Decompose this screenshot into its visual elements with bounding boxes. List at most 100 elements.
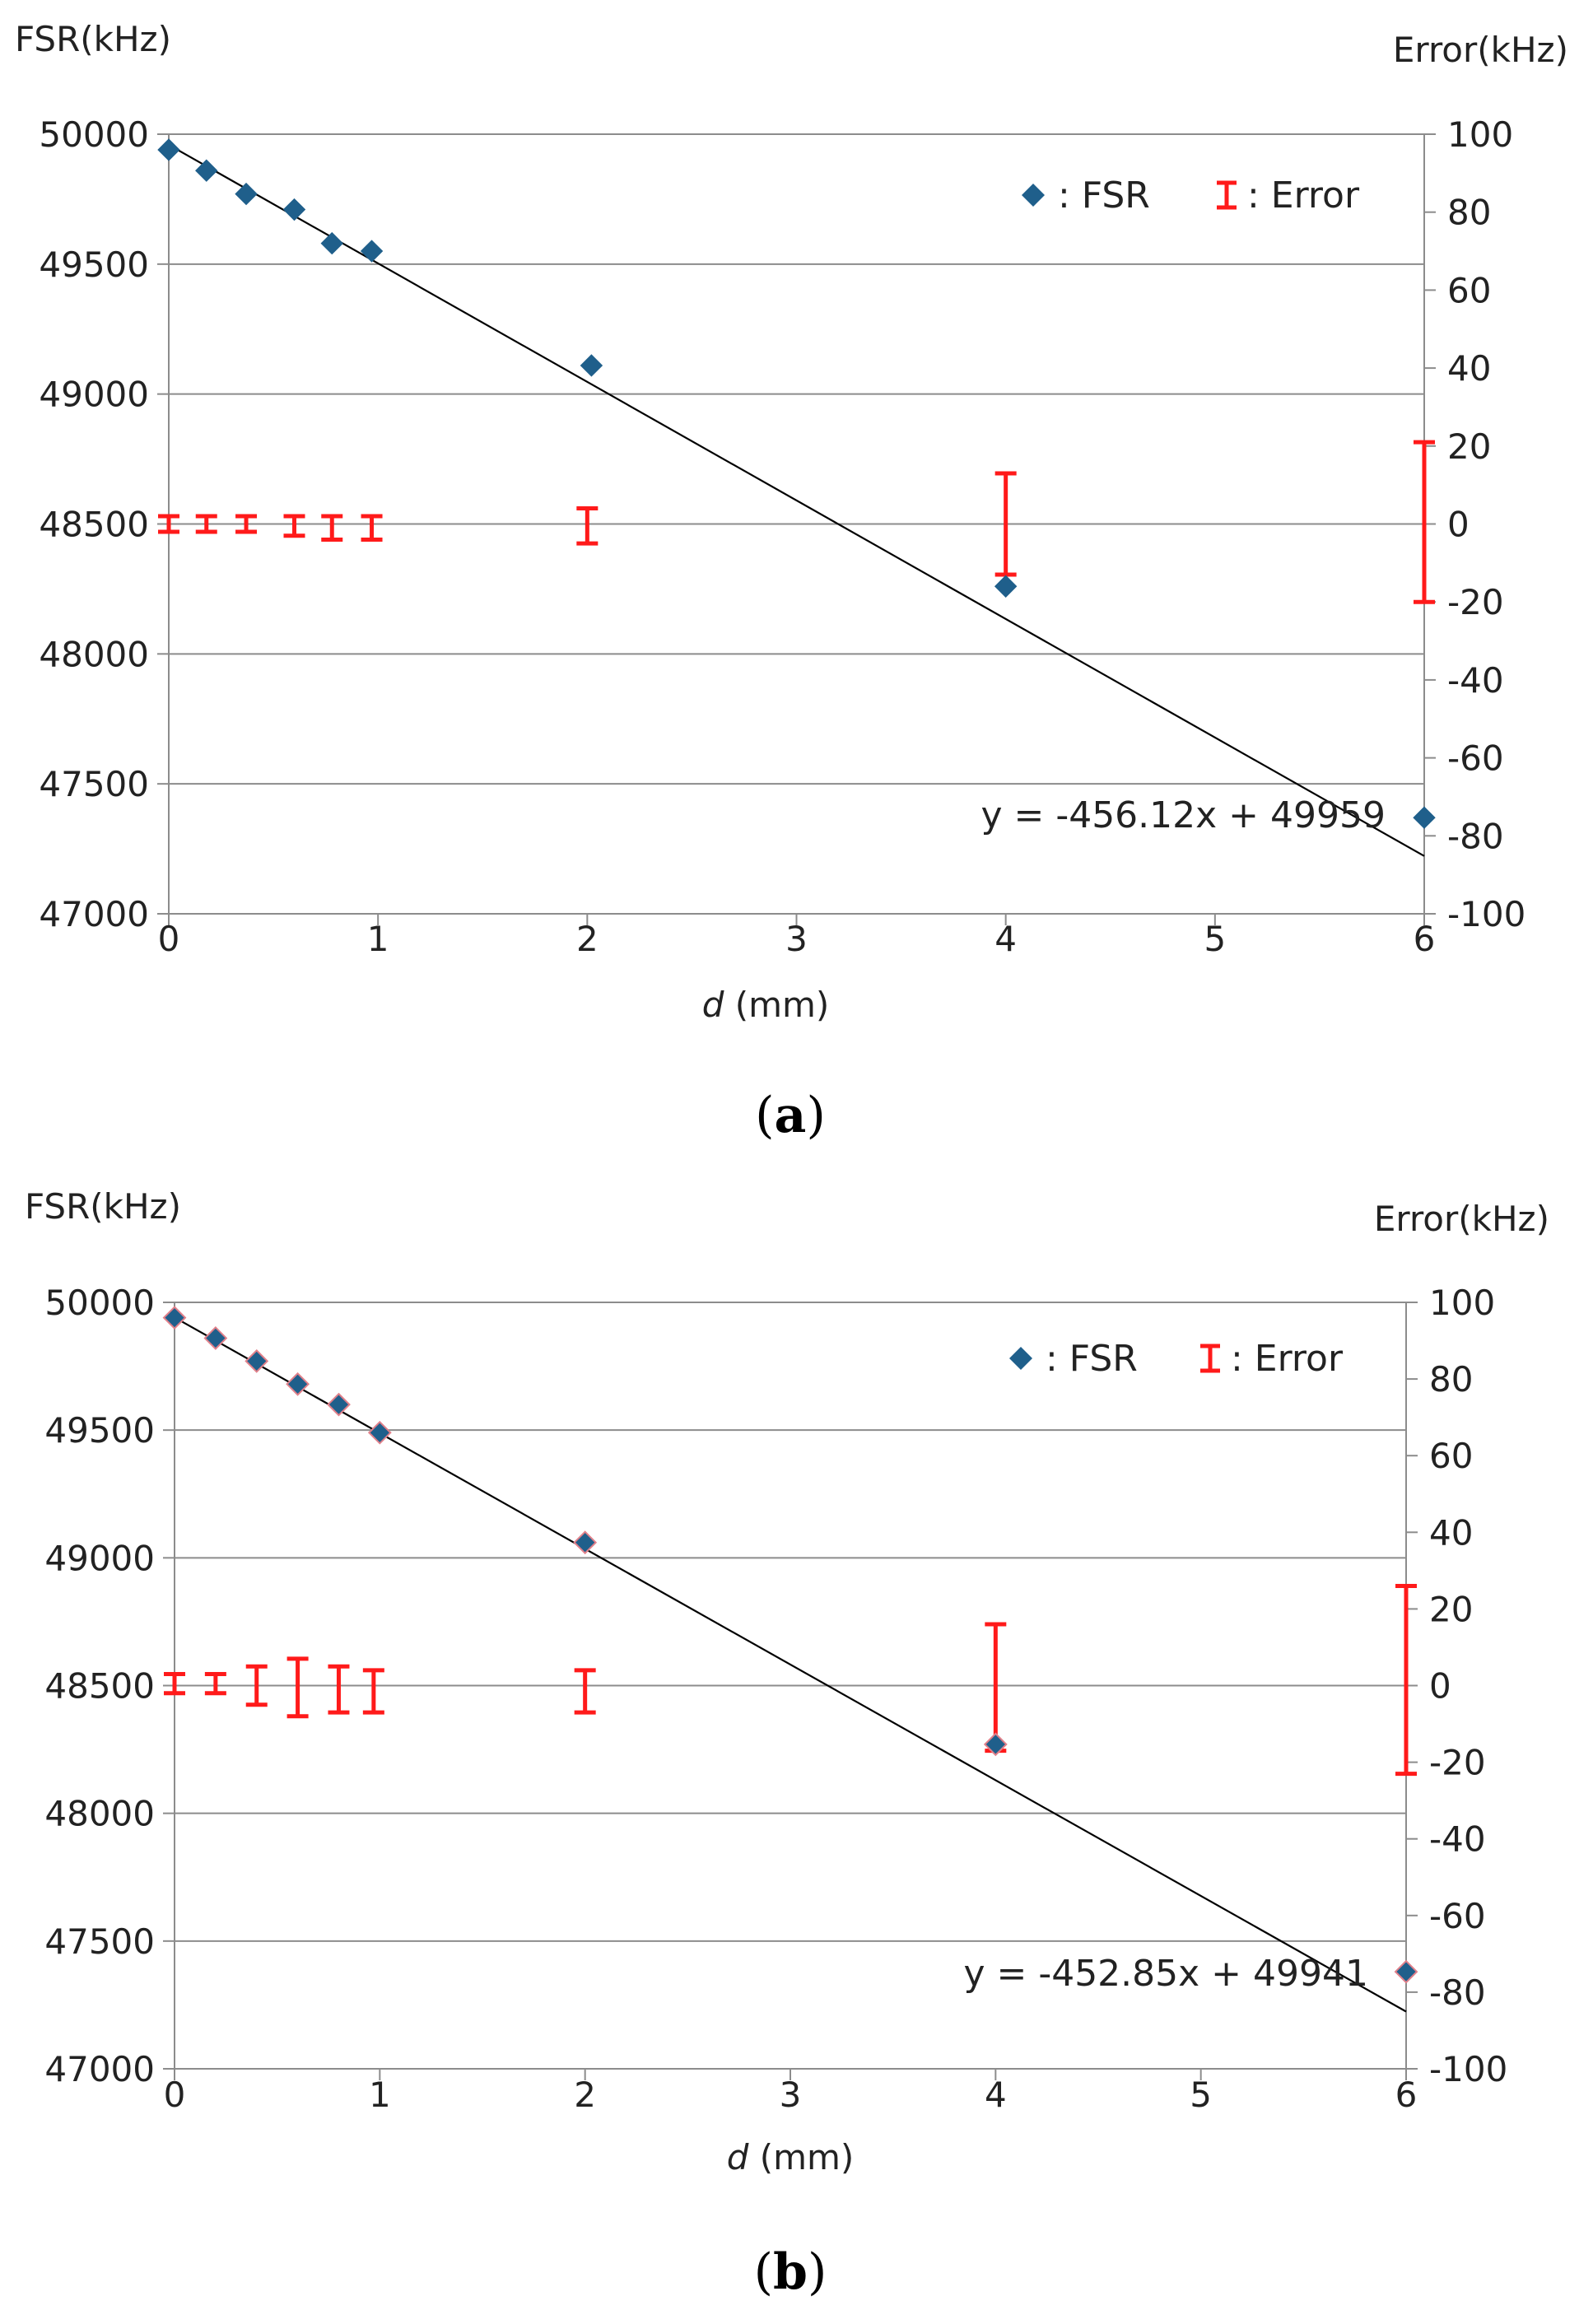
x-tick-label: 3 xyxy=(785,919,808,959)
y-tick-label-right: 100 xyxy=(1429,1283,1495,1323)
error-bar xyxy=(245,1664,268,1707)
x-axis-symbol: d xyxy=(702,985,724,1025)
fsr-point xyxy=(367,1420,392,1445)
fsr-point xyxy=(282,198,306,221)
legend-fsr-marker xyxy=(1022,184,1045,207)
legend-error-label: : Error xyxy=(1247,175,1360,217)
y-tick-label-right: 40 xyxy=(1429,1512,1473,1553)
y-axis-title-left: FSR(kHz) xyxy=(15,19,171,59)
y-tick-label-right: -40 xyxy=(1447,660,1504,701)
y-tick-label-left: 50000 xyxy=(44,1283,155,1323)
error-bar xyxy=(164,1672,185,1696)
panel-label: (a) xyxy=(755,1087,826,1144)
x-tick-label: 2 xyxy=(576,919,599,959)
error-bar xyxy=(158,514,179,534)
fsr-point xyxy=(245,1348,269,1373)
y-tick-label-left: 47500 xyxy=(44,1921,155,1962)
y-tick-label-right: 60 xyxy=(1447,270,1491,310)
fsr-point xyxy=(573,1530,598,1555)
error-bar xyxy=(1414,440,1435,604)
y-tick-label-right: 80 xyxy=(1447,193,1491,233)
fsr-point xyxy=(157,138,180,161)
x-tick-label: 1 xyxy=(369,2075,391,2115)
panel-label-letter: b xyxy=(773,2243,808,2301)
x-tick-label: 4 xyxy=(994,919,1017,959)
y-tick-label-right: 40 xyxy=(1447,348,1491,389)
y-tick-label-right: -20 xyxy=(1429,1743,1486,1783)
x-tick-label: 4 xyxy=(985,2075,1007,2115)
fsr-point xyxy=(983,1732,1008,1757)
legend-error-label: : Error xyxy=(1231,1338,1344,1380)
error-bar xyxy=(574,1668,596,1715)
legend-fsr-label: : FSR xyxy=(1046,1338,1138,1380)
fit-line xyxy=(168,143,1425,857)
y-tick-label-left: 47000 xyxy=(44,2049,155,2089)
y-tick-label-left: 47500 xyxy=(39,764,149,804)
fsr-point xyxy=(162,1306,187,1330)
panel-label-open: ( xyxy=(755,1087,774,1144)
y-tick-label-left: 48000 xyxy=(44,1794,155,1834)
y-tick-label-right: -80 xyxy=(1447,816,1504,856)
y-tick-label-right: -100 xyxy=(1447,894,1525,934)
y-tick-label-left: 48500 xyxy=(44,1666,155,1707)
y-tick-label-right: 20 xyxy=(1447,426,1491,467)
error-bar xyxy=(286,1656,309,1719)
fsr-point xyxy=(286,1372,310,1396)
x-tick-label: 1 xyxy=(367,919,389,959)
panel-label-open: ( xyxy=(754,2243,773,2301)
y-tick-label-left: 50000 xyxy=(39,114,149,155)
fit-line xyxy=(174,1316,1407,2013)
error-bar xyxy=(235,514,258,534)
fsr-point xyxy=(1394,1959,1418,1984)
error-bar xyxy=(1395,1583,1417,1777)
error-bar xyxy=(283,514,305,538)
y-tick-label-left: 48500 xyxy=(39,505,149,545)
y-tick-label-right: -60 xyxy=(1429,1896,1486,1936)
panel-label: (b) xyxy=(754,2243,827,2301)
y-tick-label-right: 0 xyxy=(1447,505,1470,545)
fsr-point xyxy=(235,182,258,206)
y-tick-label-left: 49500 xyxy=(39,245,149,285)
x-tick-label: 3 xyxy=(780,2075,802,2115)
fit-equation: y = -456.12x + 49959 xyxy=(980,794,1386,836)
chart-panel-a: 47000 47500 48000 48500 49000 49500 50000 -100 -… xyxy=(15,19,1568,1144)
x-axis-unit: (mm) xyxy=(724,985,829,1025)
x-tick-label: 2 xyxy=(574,2075,596,2115)
error-bar xyxy=(321,514,343,542)
y-tick-label-right: 60 xyxy=(1429,1436,1473,1476)
fit-equation: y = -452.85x + 49941 xyxy=(963,1953,1368,1995)
x-tick-label: 6 xyxy=(1414,919,1436,959)
fsr-point xyxy=(994,575,1018,598)
y-tick-label-right: -20 xyxy=(1447,582,1504,622)
y-tick-label-left: 47000 xyxy=(39,894,149,934)
fsr-point xyxy=(203,1326,228,1350)
x-axis-title: d (mm) xyxy=(727,2137,855,2177)
fsr-point xyxy=(360,240,384,263)
legend-fsr-marker xyxy=(1009,1347,1032,1370)
legend: : FSR : Error xyxy=(1009,1338,1344,1380)
error-bar xyxy=(576,506,599,546)
y-axis-title-left: FSR(kHz) xyxy=(25,1186,181,1227)
error-bar xyxy=(204,1672,226,1696)
fsr-point xyxy=(580,354,603,377)
error-bar xyxy=(994,471,1017,577)
panel-label-close: ) xyxy=(808,2243,827,2301)
y-tick-label-right: 100 xyxy=(1447,114,1513,155)
y-tick-label-left: 49000 xyxy=(39,375,149,415)
error-bar xyxy=(361,514,383,542)
legend: : FSR : Error xyxy=(1022,175,1360,217)
error-bar xyxy=(362,1668,384,1715)
y-tick-label-right: -100 xyxy=(1429,2049,1507,2089)
y-tick-label-left: 49000 xyxy=(44,1538,155,1578)
x-tick-label: 5 xyxy=(1190,2075,1212,2115)
x-tick-label: 0 xyxy=(164,2075,186,2115)
x-tick-label: 5 xyxy=(1204,919,1226,959)
x-axis-unit: (mm) xyxy=(748,2137,854,2177)
y-tick-label-right: -40 xyxy=(1429,1819,1486,1860)
fsr-point xyxy=(195,159,218,182)
y-tick-label-left: 48000 xyxy=(39,634,149,674)
fsr-point xyxy=(1413,806,1436,829)
y-tick-label-right: 20 xyxy=(1429,1589,1473,1629)
legend-fsr-label: : FSR xyxy=(1058,175,1150,217)
panel-label-letter: a xyxy=(775,1087,807,1144)
